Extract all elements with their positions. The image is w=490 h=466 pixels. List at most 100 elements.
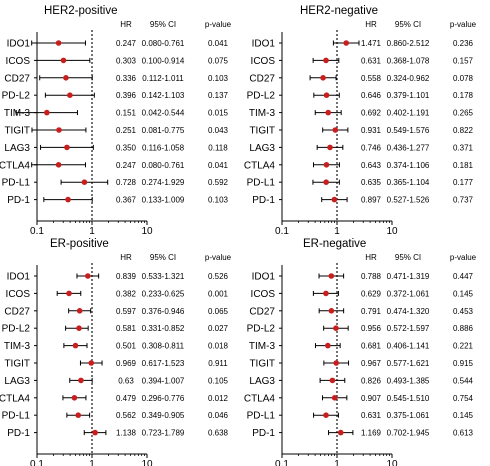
cell-p: 0.105	[208, 376, 229, 385]
cell-ci: 0.375-1.061	[387, 411, 430, 420]
cell-ci: 0.394-1.007	[142, 376, 185, 385]
cell-hr: 0.788	[361, 272, 382, 281]
x-tick-label: 10	[141, 459, 153, 466]
cell-ci: 0.133-1.009	[142, 196, 185, 205]
cell-hr: 0.562	[116, 411, 137, 420]
row-label-ido1: IDO1	[252, 272, 276, 283]
cell-p: 0.001	[208, 289, 229, 298]
cell-p: 0.178	[453, 91, 474, 100]
row-label-icos: ICOS	[251, 56, 276, 67]
column-header-p-value: p-value	[205, 253, 232, 262]
row-label-cd27: CD27	[249, 306, 275, 317]
cell-ci: 0.296-0.776	[142, 394, 185, 403]
row-label-lag3: LAG3	[249, 143, 275, 154]
cell-hr: 0.646	[361, 91, 382, 100]
cell-hr: 0.479	[116, 394, 137, 403]
cell-hr: 0.681	[361, 342, 382, 351]
cell-p: 0.065	[208, 307, 229, 316]
cell-ci: 0.331-0.852	[142, 324, 185, 333]
cell-hr: 0.247	[116, 161, 137, 170]
cell-hr: 1.138	[116, 429, 137, 438]
cell-ci: 0.723-1.789	[142, 429, 185, 438]
forest-panel-her2-negative: HER2-negative HR 95% CI p-value IDO1 1.471 0.8…	[244, 0, 490, 237]
row-label-tim-3: TIM-3	[4, 108, 31, 119]
forest-panel-her2-positive: HER2-positive HR 95% CI p-value IDO1 0.247 0.0…	[0, 0, 245, 237]
x-tick-label: 0.1	[275, 459, 289, 466]
cell-p: 0.822	[453, 126, 474, 135]
hr-point	[323, 162, 330, 168]
cell-hr: 0.303	[116, 56, 137, 65]
row-label-pd-l1: PD-L1	[247, 411, 276, 422]
hr-point	[328, 308, 335, 314]
cell-hr: 0.931	[361, 126, 382, 135]
row-label-tim-3: TIM-3	[4, 341, 31, 352]
cell-ci: 0.372-1.061	[387, 289, 430, 298]
hr-point	[343, 40, 350, 46]
hr-point	[81, 179, 88, 185]
hr-point	[88, 360, 95, 366]
cell-hr: 0.692	[361, 109, 382, 118]
hr-point	[327, 144, 333, 151]
hr-point	[328, 273, 335, 279]
row-label-pd-1: PD-1	[7, 428, 30, 439]
column-header-hr: HR	[365, 20, 377, 29]
row-label-lag3: LAG3	[249, 376, 275, 387]
cell-p: 0.027	[208, 324, 229, 333]
row-label-pd-l1: PD-L1	[2, 178, 31, 189]
row-label-icos: ICOS	[6, 289, 31, 300]
cell-p: 0.145	[453, 289, 474, 298]
x-tick-label: 0.1	[30, 459, 44, 466]
cell-ci: 0.527-1.526	[387, 196, 430, 205]
cell-p: 0.012	[208, 394, 229, 403]
column-header-p-value: p-value	[450, 20, 477, 29]
cell-hr: 0.151	[116, 109, 137, 118]
cell-hr: 0.631	[361, 411, 382, 420]
cell-p: 0.265	[453, 109, 474, 118]
row-label-cd27: CD27	[4, 306, 30, 317]
row-label-tim-3: TIM-3	[249, 341, 276, 352]
cell-hr: 0.969	[116, 359, 137, 368]
forest-panel-er-positive: ER-positive HR 95% CI p-value IDO1 0.839 0.533…	[0, 233, 245, 466]
panel-title: HER2-positive	[44, 5, 118, 17]
row-label-pd-1: PD-1	[252, 428, 275, 439]
cell-ci: 0.365-1.104	[387, 178, 430, 187]
x-tick-label: 10	[386, 226, 398, 237]
column-header-95-ci: 95% CI	[395, 253, 421, 262]
cell-ci: 0.374-1.106	[387, 161, 430, 170]
cell-hr: 0.350	[116, 143, 137, 152]
cell-p: 0.911	[208, 359, 228, 368]
hr-point	[71, 395, 78, 401]
cell-ci: 0.406-1.141	[387, 342, 430, 351]
cell-p: 0.078	[453, 74, 474, 83]
cell-p: 0.015	[208, 109, 229, 118]
cell-hr: 0.826	[361, 376, 382, 385]
hr-point	[325, 342, 331, 349]
row-label-lag3: LAG3	[4, 376, 30, 387]
hr-point	[63, 75, 69, 81]
hr-point	[64, 144, 70, 151]
cell-ci: 0.112-1.011	[142, 74, 184, 83]
hr-point	[337, 429, 344, 436]
hr-point	[332, 127, 339, 133]
column-header-hr: HR	[365, 253, 377, 262]
cell-ci: 0.549-1.576	[387, 126, 430, 135]
cell-ci: 0.042-0.544	[142, 109, 185, 118]
cell-hr: 0.635	[361, 178, 382, 187]
hr-point	[323, 179, 329, 185]
cell-p: 0.592	[208, 178, 229, 187]
cell-hr: 1.471	[361, 39, 382, 48]
cell-hr: 0.251	[116, 126, 137, 135]
hr-point	[333, 360, 339, 366]
cell-hr: 0.629	[361, 289, 382, 298]
hr-point	[78, 377, 84, 384]
column-header-hr: HR	[120, 253, 132, 262]
cell-ci: 0.274-1.929	[142, 178, 185, 187]
cell-hr: 0.382	[116, 289, 137, 298]
hr-point	[44, 109, 50, 116]
row-label-tigit: TIGIT	[4, 359, 30, 370]
x-tick-label: 1	[89, 226, 95, 237]
cell-hr: 0.597	[116, 307, 137, 316]
cell-hr: 0.336	[116, 74, 137, 83]
column-header-hr: HR	[120, 20, 132, 29]
